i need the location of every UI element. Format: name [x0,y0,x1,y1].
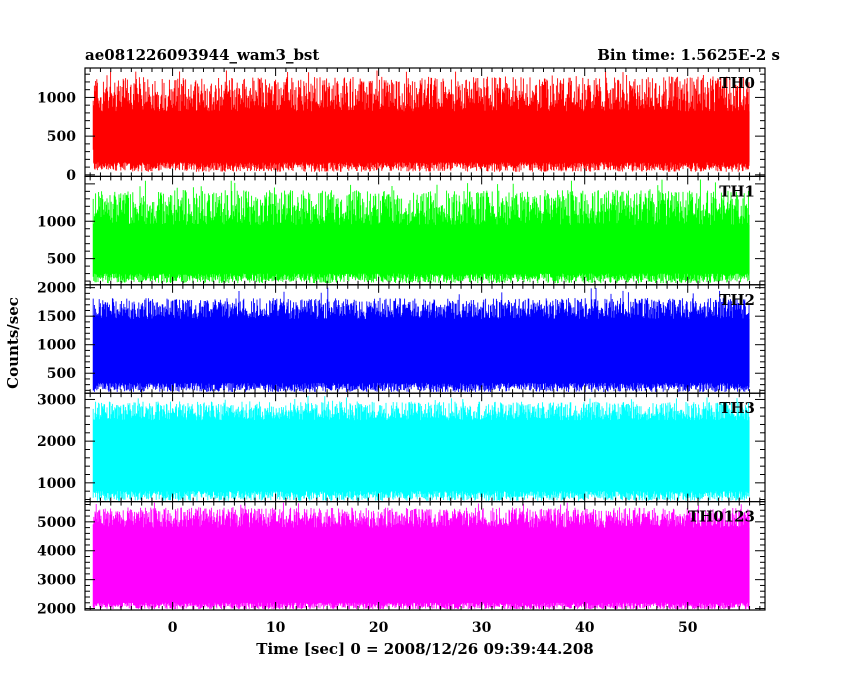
y-tick-label: 1000 [37,476,76,492]
series-core-th1 [93,224,750,274]
chart-title-right: Bin time: 1.5625E-2 s [597,46,780,64]
x-tick-label: 30 [472,620,492,636]
panel-th0123: 2000 3000 4000 5000 TH0123 [37,501,766,618]
y-tick-label: 500 [47,252,76,268]
panel-label: TH3 [719,399,755,417]
panel-th2: 500 1000 1500 2000 TH2 [37,281,766,394]
y-tick-label: 1500 [37,309,76,325]
y-axis-label: Counts/sec [4,297,22,389]
x-axis-label: Time [sec] 0 = 2008/12/26 09:39:44.208 [256,640,593,658]
panel-label: TH2 [719,291,755,309]
x-tick-label: 10 [266,620,286,636]
y-tick-label: 1000 [37,214,76,230]
y-tick-label: 2000 [37,602,76,618]
x-tick-label: 0 [168,620,178,636]
panel-th3: 1000 2000 3000 TH3 [37,392,766,503]
y-tick-label: 3000 [37,573,76,589]
panel-label: TH0123 [688,508,755,526]
y-tick-label: 1000 [37,90,76,106]
series-core-th0123 [93,527,750,603]
series-core-th3 [93,420,750,492]
x-tick-label: 40 [575,620,595,636]
y-tick-label: 500 [47,366,76,382]
y-tick-label: 2000 [37,281,76,297]
y-tick-label: 0 [66,168,76,184]
panel-label: TH1 [719,182,755,200]
y-tick-label: 1000 [37,338,76,354]
panel-label: TH0 [719,74,755,92]
chart-title-left: ae081226093944_wam3_bst [85,46,319,64]
y-tick-label: 2000 [37,434,76,450]
panel-th0: 0 500 1000 TH0 [37,67,766,184]
y-tick-label: 5000 [37,515,76,531]
series-core-th0 [93,111,750,163]
x-tick-label: 20 [369,620,389,636]
x-axis: 0 10 20 30 40 50 [168,620,698,636]
y-tick-label: 3000 [37,392,76,408]
series-core-th2 [93,319,750,383]
x-tick-label: 50 [678,620,698,636]
y-tick-label: 4000 [37,544,76,560]
y-tick-label: 500 [47,129,76,145]
panel-frame [84,501,766,611]
chart-panels: 0 500 1000 TH0 500 1000 TH1 500 1000 1500 2000 TH2 1… [37,67,766,618]
panel-th1: 500 1000 TH1 [37,175,766,286]
